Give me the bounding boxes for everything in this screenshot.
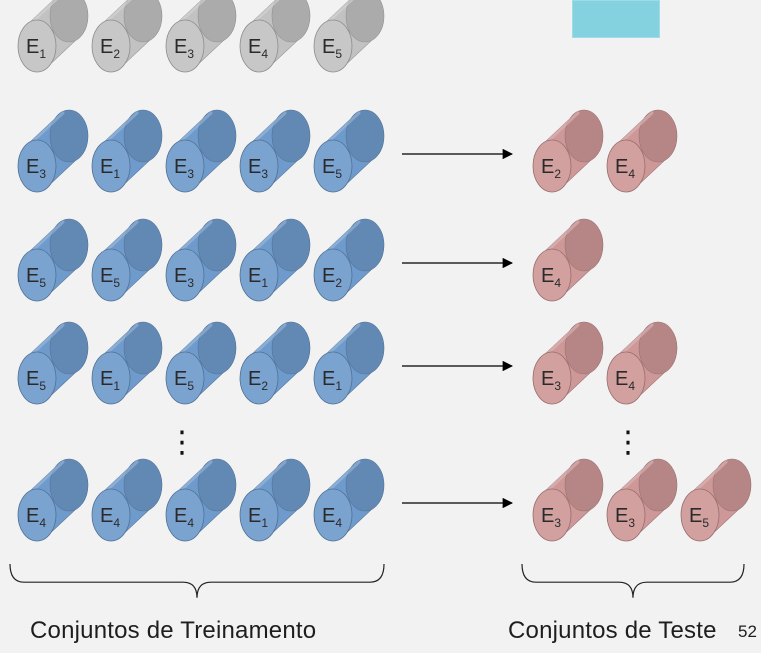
vertical-ellipsis: ⋮ [613,425,643,460]
test-example-cylinder: E3 [606,458,678,542]
training-sets-brace [9,563,385,598]
test-example-cylinder: E3 [532,321,604,405]
test-example-cylinder: E3 [532,458,604,542]
ellipsis-layer: ⋮ ⋮ [167,425,643,460]
training-example-cylinder: E5 [17,321,89,405]
original-example-cylinder: E1 [17,0,89,73]
training-example-cylinder: E4 [165,458,237,542]
original-example-cylinder: E4 [239,0,311,73]
braces-layer [9,563,745,598]
slide-number: 52 [738,622,757,641]
training-example-cylinder: E5 [313,109,385,193]
training-example-cylinder: E2 [313,218,385,302]
training-example-cylinder: E5 [165,321,237,405]
corner-decoration-box [572,0,660,38]
training-example-cylinder: E1 [239,458,311,542]
original-example-cylinder: E5 [313,0,385,73]
training-example-cylinder: E4 [313,458,385,542]
training-example-cylinder: E3 [165,109,237,193]
training-example-cylinder: E1 [91,321,163,405]
training-example-cylinder: E4 [91,458,163,542]
original-example-cylinder: E2 [91,0,163,73]
test-sets-brace [521,563,745,598]
training-example-cylinder: E2 [239,321,311,405]
test-sets-caption: Conjuntos de Teste [508,617,717,644]
test-example-cylinder: E4 [606,321,678,405]
training-example-cylinder: E4 [17,458,89,542]
training-example-cylinder: E1 [313,321,385,405]
training-example-cylinder: E5 [17,218,89,302]
training-example-cylinder: E3 [239,109,311,193]
training-example-cylinder: E3 [165,218,237,302]
training-example-cylinder: E5 [91,218,163,302]
test-example-cylinder: E4 [606,109,678,193]
training-example-cylinder: E1 [91,109,163,193]
training-sets-caption: Conjuntos de Treinamento [30,617,317,644]
test-example-cylinder: E5 [680,458,752,542]
training-example-cylinder: E1 [239,218,311,302]
test-example-cylinder: E2 [532,109,604,193]
test-example-cylinder: E4 [532,218,604,302]
vertical-ellipsis: ⋮ [167,425,197,460]
arrows-layer [402,148,514,509]
original-example-cylinder: E3 [165,0,237,73]
training-example-cylinder: E3 [17,109,89,193]
